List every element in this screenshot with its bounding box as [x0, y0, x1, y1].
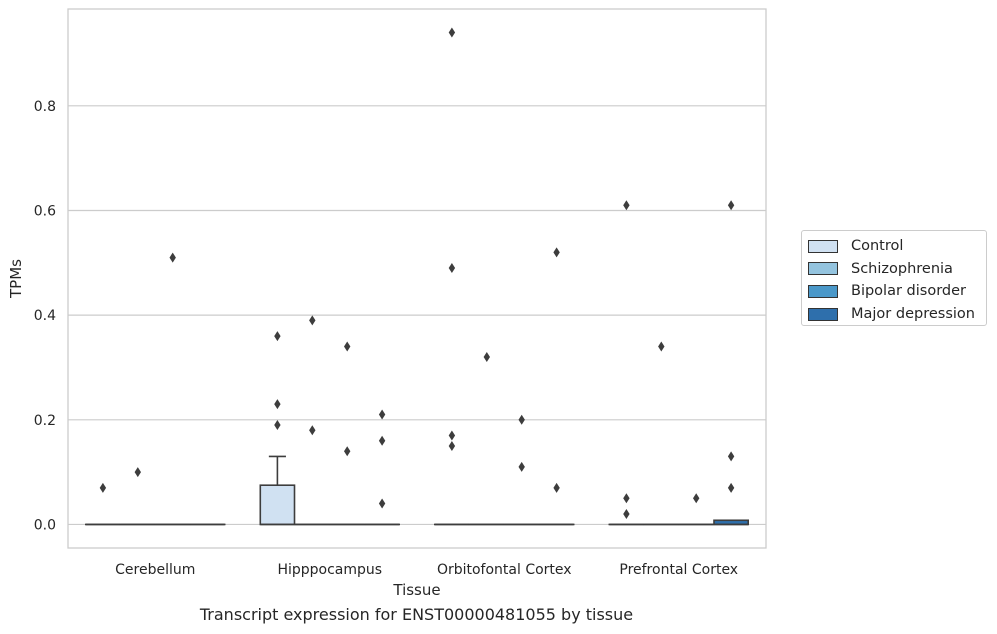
- legend-swatch: [808, 262, 838, 276]
- legend-item-schizophrenia: Schizophrenia: [808, 258, 980, 281]
- x-tick-label: Prefrontal Cortex: [619, 562, 738, 578]
- y-axis-label: TPMs: [7, 259, 25, 299]
- legend-label: Control: [851, 238, 904, 255]
- legend-item-control: Control: [808, 235, 980, 258]
- x-axis-ticks: Cerebellum Hipppocampus Orbitofontal Corte…: [115, 562, 738, 578]
- outlier-point: [99, 482, 107, 493]
- outlier-point: [378, 409, 386, 420]
- outlier-point: [448, 440, 456, 451]
- y-tick-label: 0.2: [34, 413, 56, 429]
- outlier-point: [623, 200, 630, 211]
- legend-swatch: [808, 284, 838, 298]
- outlier-point: [448, 430, 456, 441]
- outlier-point: [344, 446, 351, 457]
- outlier-point: [518, 461, 525, 472]
- legend-label: Schizophrenia: [851, 260, 953, 277]
- y-gridlines: [68, 105, 766, 526]
- outlier-point: [553, 247, 560, 258]
- y-axis-ticks: 0.0 0.2 0.4 0.6 0.8: [34, 99, 56, 534]
- outlier-point: [693, 493, 700, 504]
- outlier-point: [274, 331, 281, 342]
- x-tick-label: Cerebellum: [115, 562, 195, 578]
- y-tick-label: 0.8: [34, 99, 56, 115]
- outliers-layer: [99, 27, 735, 519]
- outlier-point: [727, 482, 735, 493]
- legend-label: Bipolar disorder: [851, 283, 966, 300]
- outlier-point: [378, 498, 386, 509]
- box: [259, 484, 296, 526]
- outlier-point: [169, 252, 176, 263]
- y-tick-label: 0.6: [34, 203, 56, 219]
- x-tick-label: Orbitofontal Cortex: [437, 562, 572, 578]
- legend: Control Schizophrenia Bipolar disorder M…: [801, 230, 987, 326]
- outlier-point: [518, 414, 525, 425]
- legend-item-major-depression: Major depression: [808, 303, 980, 326]
- outlier-point: [623, 508, 630, 519]
- outlier-point: [274, 420, 281, 431]
- outlier-point: [378, 435, 386, 446]
- legend-label: Major depression: [851, 306, 975, 323]
- boxes-layer: [84, 455, 750, 526]
- outlier-point: [448, 27, 456, 38]
- legend-swatch: [808, 239, 838, 253]
- outlier-point: [623, 493, 630, 504]
- outlier-point: [309, 425, 316, 436]
- y-tick-label: 0.0: [34, 517, 56, 533]
- x-axis-label: Tissue: [392, 581, 440, 599]
- outlier-point: [344, 341, 351, 352]
- x-tick-label: Hipppocampus: [277, 562, 382, 578]
- outlier-point: [274, 399, 281, 410]
- outlier-point: [727, 200, 735, 211]
- outlier-point: [727, 451, 735, 462]
- plot-frame: [67, 8, 767, 549]
- outlier-point: [448, 263, 456, 274]
- outlier-point: [483, 351, 490, 362]
- legend-swatch: [808, 307, 838, 321]
- outlier-point: [134, 467, 141, 478]
- chart-caption: Transcript expression for ENST0000048105…: [199, 605, 634, 624]
- outlier-point: [553, 482, 560, 493]
- y-tick-label: 0.4: [34, 308, 56, 324]
- outlier-point: [658, 341, 665, 352]
- outlier-point: [309, 315, 316, 326]
- legend-item-bipolar-disorder: Bipolar disorder: [808, 280, 980, 303]
